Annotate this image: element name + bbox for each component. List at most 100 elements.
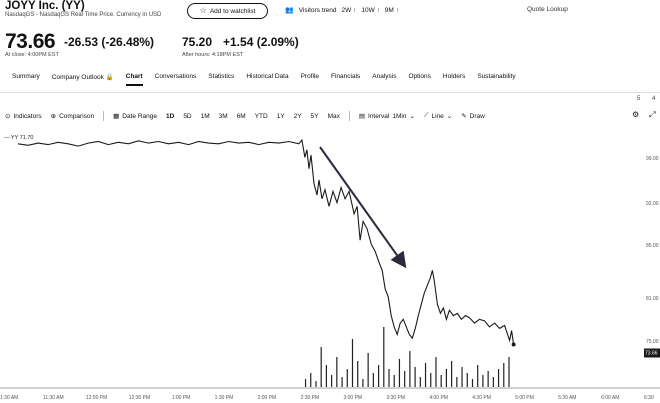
volume-bar xyxy=(325,365,328,387)
range-ytd[interactable]: YTD xyxy=(254,112,268,120)
volume-bar xyxy=(466,373,468,387)
tab-options[interactable]: Options xyxy=(408,73,431,80)
y-tick-label: 85.00 xyxy=(646,243,659,249)
range-2y[interactable]: 2Y xyxy=(293,112,302,120)
lock-icon: 🔒 xyxy=(105,74,114,81)
tabs-divider xyxy=(0,92,660,93)
range-5y[interactable]: 5Y xyxy=(310,112,319,120)
volume-bar xyxy=(393,375,395,387)
after-hours-change: +1.54 (2.09%) xyxy=(223,35,299,49)
close-time-note: At close: 4:00PM EST xyxy=(5,52,59,58)
volume-bar xyxy=(372,373,374,387)
range-5d[interactable]: 5D xyxy=(183,112,192,120)
tab-statistics[interactable]: Statistics xyxy=(208,73,235,80)
tab-historical-data[interactable]: Historical Data xyxy=(246,73,289,80)
price-chart[interactable]: — YY 71.70 99.00 92.00 85.00 81.00 75.00 73.6… xyxy=(0,125,660,403)
volume-bar xyxy=(435,357,437,387)
tab-profile[interactable]: Profile xyxy=(300,73,320,80)
x-tick-label: 1:00 PM xyxy=(172,395,191,401)
interval-dropdown[interactable]: ▤ Interval 1Min ⌄ xyxy=(358,112,415,121)
y-tick-label: 75.00 xyxy=(646,339,659,345)
x-tick-label: 2:00 PM xyxy=(258,395,277,401)
chart-toolbar: ⊙ Indicators ⊕ Comparison ▦ Date Range 1… xyxy=(5,111,494,121)
tab-summary[interactable]: Summary xyxy=(12,73,40,80)
volume-bar xyxy=(497,369,500,387)
tab-holders[interactable]: Holders xyxy=(442,73,466,80)
volume-bar xyxy=(471,379,474,387)
x-tick-label: 6:00 AM xyxy=(601,395,619,401)
star-icon: ☆ xyxy=(199,6,207,15)
range-max[interactable]: Max xyxy=(327,112,340,120)
volume-bar xyxy=(383,327,385,387)
range-3m[interactable]: 3M xyxy=(218,112,228,120)
volume-bar xyxy=(304,379,307,387)
x-tick-label: 2:30 PM xyxy=(301,395,320,401)
y-tick-label: 81.00 xyxy=(646,296,659,302)
visitors-trend-label: Visitors trend xyxy=(298,6,337,14)
people-icon: 👥 xyxy=(285,7,294,14)
quote-lookup-input[interactable]: Quote Lookup xyxy=(527,6,568,13)
interval-icon: ▤ xyxy=(358,113,366,120)
volume-bar xyxy=(424,363,427,387)
indicators-icon: ⊙ xyxy=(5,113,11,120)
volume-bar xyxy=(320,347,322,387)
visitors-trend: 👥 Visitors trend 2W ↑ 10W ↑ 9M ↑ xyxy=(285,6,399,15)
range-1m[interactable]: 1M xyxy=(200,112,210,120)
volume-bar xyxy=(331,375,333,387)
date-range-button[interactable]: ▦ Date Range xyxy=(113,112,157,121)
annotation-arrow xyxy=(319,146,407,269)
exchange-subtitle: NasdaqGS - NasdaqGS Real Time Price. Cur… xyxy=(5,12,162,18)
volume-bar xyxy=(445,369,447,387)
tab-chart[interactable]: Chart xyxy=(125,73,143,86)
expand-icon[interactable]: ⤢ xyxy=(649,110,656,119)
corner-label-2: 4 xyxy=(652,96,656,102)
gear-icon[interactable]: ⚙ xyxy=(632,110,640,119)
quote-tabs: Summary Company Outlook 🔒 Chart Conversa… xyxy=(12,73,528,86)
watchlist-label: Add to watchlist xyxy=(209,7,256,15)
volume-bar xyxy=(508,357,510,387)
indicators-button[interactable]: ⊙ Indicators xyxy=(5,112,42,121)
chevron-down-icon: ⌄ xyxy=(446,113,453,120)
comparison-button[interactable]: ⊕ Comparison xyxy=(51,112,95,121)
volume-bar xyxy=(388,369,390,387)
tab-conversations[interactable]: Conversations xyxy=(154,73,197,80)
chevron-down-icon: ⌄ xyxy=(409,113,415,120)
volume-bar xyxy=(503,363,505,387)
last-price-label: 73.66 xyxy=(645,350,658,356)
volume-bar xyxy=(377,365,380,387)
range-1y[interactable]: 1Y xyxy=(276,112,285,120)
volume-bar xyxy=(419,377,421,387)
draw-button[interactable]: ✎ Draw xyxy=(461,112,485,121)
volume-bar xyxy=(367,353,369,387)
page-title: JOYY Inc. (YY) xyxy=(5,0,85,12)
add-to-watchlist-button[interactable]: ☆ Add to watchlist xyxy=(187,3,268,19)
current-price: 73.66 xyxy=(5,30,56,53)
calendar-icon: ▦ xyxy=(113,113,120,120)
volume-bar xyxy=(414,367,416,387)
visitors-2w: 2W ↑ xyxy=(341,6,357,14)
line-label: Line xyxy=(431,112,444,120)
price-change: -26.53 (-26.48%) xyxy=(64,35,155,49)
tab-sustainability[interactable]: Sustainability xyxy=(477,73,516,80)
indicators-label: Indicators xyxy=(13,112,42,120)
tab-company-outlook[interactable]: Company Outlook 🔒 xyxy=(52,73,114,86)
range-1d[interactable]: 1D xyxy=(166,112,175,120)
line-type-dropdown[interactable]: ⟋ Line ⌄ xyxy=(424,112,452,120)
visitors-10w: 10W ↑ xyxy=(361,6,380,14)
toolbar-separator xyxy=(348,111,350,121)
annotation-layer xyxy=(319,146,407,269)
x-tick-label: 4:00 PM xyxy=(429,395,448,401)
visitors-9m: 9M ↑ xyxy=(384,6,399,14)
draw-label: Draw xyxy=(469,112,485,120)
tab-analysis[interactable]: Analysis xyxy=(372,73,397,80)
last-price-dot xyxy=(511,342,516,347)
volume-bar xyxy=(440,375,442,387)
volume-bar xyxy=(357,361,359,387)
x-tick-label: 1:30 PM xyxy=(215,395,234,401)
volume-bar xyxy=(404,371,406,387)
pencil-icon: ✎ xyxy=(461,113,467,120)
tab-financials[interactable]: Financials xyxy=(331,73,361,80)
range-6m[interactable]: 6M xyxy=(236,112,246,120)
y-axis-ticks: 99.00 92.00 85.00 81.00 75.00 73.66 xyxy=(511,156,660,358)
x-axis-ticks: 1:30 AM 11:30 AM 12:00 PM 12:30 PM 1:00 PM 1:… xyxy=(0,387,660,401)
